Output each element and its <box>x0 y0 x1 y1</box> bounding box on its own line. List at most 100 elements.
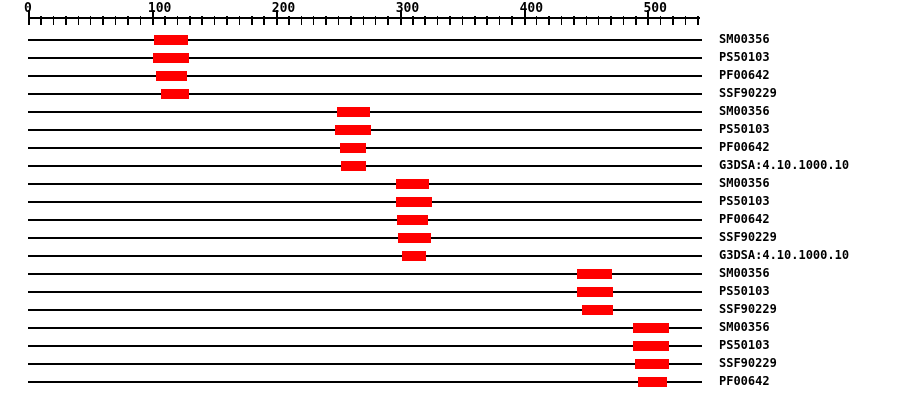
signature-label: PF00642 <box>719 374 770 388</box>
signature-label: SM00356 <box>719 176 770 190</box>
ruler-tick-minor <box>498 16 501 25</box>
ruler-tick-minor <box>535 16 538 25</box>
sequence-line <box>28 219 702 221</box>
ruler-tick-minor <box>238 16 241 25</box>
domain-match-block <box>153 53 190 63</box>
ruler-tick-minor <box>176 16 179 25</box>
ruler-tick-major <box>28 10 30 25</box>
ruler-tick-minor <box>635 16 637 25</box>
ruler-tick-minor <box>213 16 216 25</box>
signature-label: SM00356 <box>719 104 770 118</box>
ruler-tick-minor <box>350 16 352 25</box>
domain-match-block <box>160 89 190 99</box>
domain-match-block <box>154 35 188 45</box>
domain-match-block <box>397 215 429 225</box>
ruler-tick-minor <box>164 16 166 25</box>
ruler-tick-minor <box>684 16 687 25</box>
signature-label: PS50103 <box>719 338 770 352</box>
ruler-tick-minor <box>139 16 141 25</box>
domain-match-block <box>632 341 669 351</box>
signature-label: PS50103 <box>719 50 770 64</box>
ruler-tick-minor <box>659 16 662 25</box>
ruler-tick-minor <box>511 16 513 25</box>
signature-label: SM00356 <box>719 266 770 280</box>
signature-label: PF00642 <box>719 140 770 154</box>
signature-label: PS50103 <box>719 284 770 298</box>
sequence-line <box>28 93 702 95</box>
ruler-tick-major <box>399 10 402 25</box>
ruler-tick-minor <box>77 16 80 25</box>
sequence-line <box>28 201 702 203</box>
domain-match-block <box>336 107 370 117</box>
ruler-tick-minor <box>548 16 550 25</box>
ruler-tick-minor <box>374 16 377 25</box>
sequence-line <box>28 363 702 365</box>
sequence-line <box>28 237 702 239</box>
signature-label: SSF90229 <box>719 302 777 316</box>
ruler-tick-label: 0 <box>24 1 32 16</box>
domain-match-block <box>155 71 187 81</box>
signature-label: G3DSA:4.10.1000.10 <box>719 158 850 172</box>
ruler-tick-minor <box>312 16 315 25</box>
domain-match-block <box>576 269 612 279</box>
signature-label: G3DSA:4.10.1000.10 <box>719 248 850 262</box>
sequence-line <box>28 75 702 77</box>
ruler-tick-major <box>523 10 526 25</box>
signature-label: PF00642 <box>719 68 770 82</box>
sequence-line <box>28 273 702 275</box>
ruler-tick-minor <box>474 16 476 25</box>
signature-label: SM00356 <box>719 32 770 46</box>
sequence-line <box>28 327 702 329</box>
sequence-line <box>28 57 702 59</box>
ruler-tick-minor <box>622 16 625 25</box>
domain-match-block <box>635 359 669 369</box>
ruler-tick-minor <box>449 16 451 25</box>
ruler-tick-minor <box>40 16 42 25</box>
ruler-tick-minor <box>288 16 290 25</box>
ruler-tick-minor <box>573 16 575 25</box>
ruler-tick-minor <box>52 16 55 25</box>
sequence-line <box>28 381 702 383</box>
ruler-tick-minor <box>251 16 253 25</box>
ruler-tick-minor <box>436 16 439 25</box>
sequence-line <box>28 345 702 347</box>
domain-match-block <box>395 197 432 207</box>
ruler-tick-minor <box>201 16 203 25</box>
ruler-tick-label: 100 <box>147 1 172 16</box>
ruler-tick-minor <box>300 16 303 25</box>
ruler-tick-minor <box>102 16 104 25</box>
ruler-tick-minor <box>461 16 464 25</box>
sequence-line <box>28 255 702 257</box>
signature-label: PF00642 <box>719 212 770 226</box>
sequence-line <box>28 39 702 41</box>
ruler-tick-label: 400 <box>519 1 544 16</box>
domain-match-block <box>398 233 431 243</box>
signature-label: PS50103 <box>719 122 770 136</box>
sequence-line <box>28 183 702 185</box>
signature-label: SM00356 <box>719 320 770 334</box>
ruler-tick-minor <box>114 16 117 25</box>
ruler-tick-minor <box>325 16 327 25</box>
domain-match-block <box>581 305 613 315</box>
domain-match-block <box>340 143 367 153</box>
ruler-tick-minor <box>672 16 674 25</box>
domain-match-block <box>402 251 426 261</box>
ruler-baseline <box>28 17 701 19</box>
sequence-line <box>28 291 702 293</box>
ruler-tick-minor <box>362 16 365 25</box>
signature-label: SSF90229 <box>719 356 777 370</box>
ruler-tick-major <box>647 10 650 25</box>
domain-match-block <box>395 179 430 189</box>
ruler-tick-minor <box>597 16 600 25</box>
ruler-tick-minor <box>65 16 67 25</box>
ruler-tick-label: 200 <box>271 1 296 16</box>
ruler-tick-minor <box>697 16 699 25</box>
ruler-tick-minor <box>424 16 426 25</box>
domain-match-block <box>341 161 367 171</box>
ruler-tick-minor <box>127 16 129 25</box>
signature-label: PS50103 <box>719 194 770 208</box>
ruler-tick-minor <box>585 16 588 25</box>
ruler-tick-minor <box>560 16 563 25</box>
domain-match-block <box>335 125 372 135</box>
